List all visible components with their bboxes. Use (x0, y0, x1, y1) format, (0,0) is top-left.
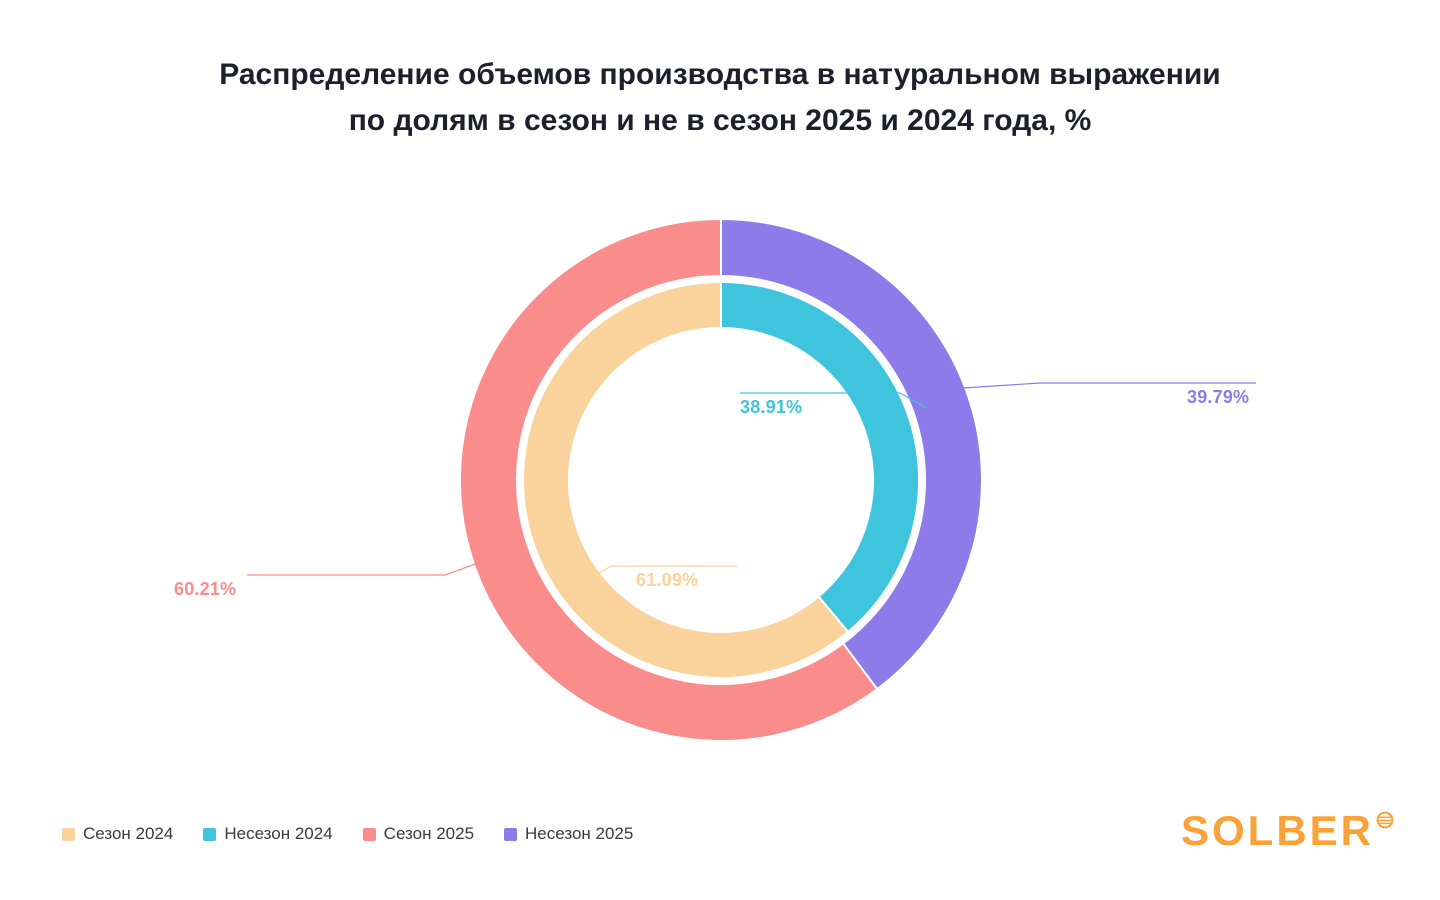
segment-несезон-2024 (720, 281, 921, 633)
leader-line-nesezon-2024 (740, 392, 928, 409)
legend-item-sezon-2024: Сезон 2024 (62, 824, 173, 844)
chart-title: Распределение объемов производства в нат… (0, 52, 1440, 144)
data-label-sezon-2025: 60.21% (174, 579, 237, 599)
legend-swatch-sezon-2025 (362, 827, 376, 841)
legend-item-sezon-2025: Сезон 2025 (362, 824, 475, 844)
leader-line-sezon-2024 (588, 565, 737, 579)
logo-globe-icon (1376, 811, 1394, 829)
logo: SOLBER (1181, 810, 1394, 852)
data-label-nesezon-2025: 39.79% (1187, 387, 1250, 407)
leader-line-sezon-2025 (247, 561, 482, 576)
leader-line-nesezon-2025 (962, 382, 1256, 389)
segment-сезон-2024 (522, 281, 850, 679)
legend-swatch-sezon-2024 (62, 827, 75, 841)
data-label-nesezon-2024: 38.91% (740, 397, 803, 417)
legend-label-nesezon-2025: Несезон 2025 (525, 824, 634, 843)
legend-item-nesezon-2024: Несезон 2024 (203, 824, 333, 844)
legend-label-sezon-2024: Сезон 2024 (83, 824, 174, 843)
legend-label-sezon-2025: Сезон 2025 (383, 824, 475, 843)
segment-сезон-2025 (459, 218, 879, 742)
segment-несезон-2025 (720, 218, 983, 691)
logo-text: SOLBER (1180, 807, 1374, 854)
chart-title-line2: по долям в сезон и не в сезон 2025 и 202… (348, 104, 1092, 137)
legend-swatch-nesezon-2025 (504, 827, 518, 841)
legend-item-nesezon-2025: Несезон 2025 (504, 824, 633, 844)
data-label-sezon-2024: 61.09% (636, 570, 699, 590)
legend-label-nesezon-2024: Несезон 2024 (224, 824, 333, 843)
chart-title-line1: Распределение объемов производства в нат… (219, 58, 1221, 91)
legend-swatch-nesezon-2024 (203, 827, 217, 841)
legend: Сезон 2024 Несезон 2024 Сезон 2025 Несез… (62, 824, 633, 844)
